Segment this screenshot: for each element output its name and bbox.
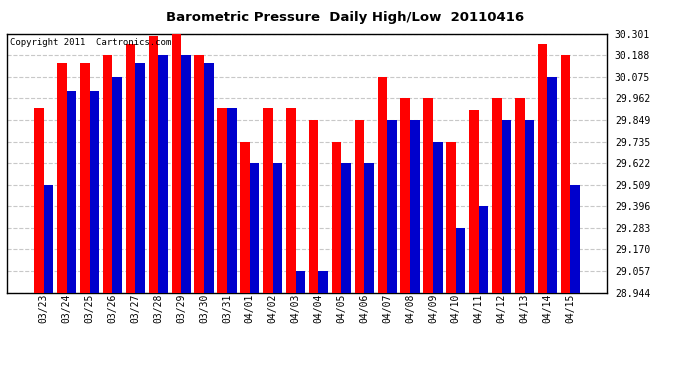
Bar	[135, 63, 145, 292]
Bar	[342, 163, 351, 292]
Bar	[286, 108, 295, 292]
Bar	[80, 63, 90, 292]
Text: Copyright 2011  Cartronics.com: Copyright 2011 Cartronics.com	[10, 38, 171, 46]
Bar	[561, 55, 571, 292]
Bar	[67, 91, 77, 292]
Bar	[90, 91, 99, 292]
Bar	[492, 98, 502, 292]
Bar	[172, 34, 181, 292]
Bar	[410, 120, 420, 292]
Bar	[424, 98, 433, 292]
Bar	[547, 77, 557, 292]
Bar	[502, 120, 511, 292]
Bar	[204, 63, 214, 292]
Bar	[456, 228, 466, 292]
Bar	[34, 108, 43, 292]
Bar	[332, 142, 342, 292]
Bar	[181, 55, 190, 292]
Bar	[319, 271, 328, 292]
Bar	[433, 142, 442, 292]
Bar	[227, 108, 237, 292]
Bar	[309, 120, 319, 292]
Bar	[295, 271, 305, 292]
Bar	[158, 55, 168, 292]
Bar	[195, 55, 204, 292]
Bar	[387, 120, 397, 292]
Bar	[43, 185, 53, 292]
Bar	[479, 206, 489, 292]
Bar	[250, 163, 259, 292]
Bar	[400, 98, 410, 292]
Bar	[364, 163, 374, 292]
Bar	[571, 185, 580, 292]
Bar	[126, 44, 135, 292]
Bar	[148, 36, 158, 292]
Bar	[515, 98, 524, 292]
Bar	[217, 108, 227, 292]
Bar	[469, 110, 479, 292]
Bar	[377, 77, 387, 292]
Text: Barometric Pressure  Daily High/Low  20110416: Barometric Pressure Daily High/Low 20110…	[166, 11, 524, 24]
Bar	[112, 77, 122, 292]
Bar	[57, 63, 67, 292]
Bar	[240, 142, 250, 292]
Bar	[263, 108, 273, 292]
Bar	[273, 163, 282, 292]
Bar	[103, 55, 112, 292]
Bar	[446, 142, 456, 292]
Bar	[538, 44, 547, 292]
Bar	[355, 120, 364, 292]
Bar	[524, 120, 534, 292]
